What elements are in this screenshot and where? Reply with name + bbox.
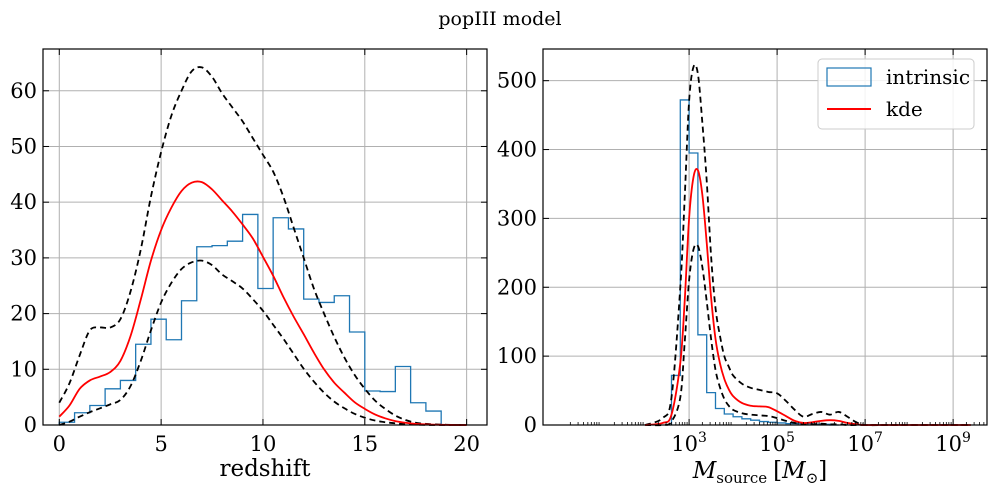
mass-frame	[542, 48, 988, 426]
redshift-ytick-label: 0	[24, 413, 37, 437]
redshift-ytick-label: 60	[10, 79, 37, 103]
redshift-ytick-label: 10	[10, 357, 37, 381]
mass-ytick-label: 300	[497, 206, 537, 230]
mass-bound-curve-1	[644, 63, 971, 427]
redshift-bound-curve-1	[58, 66, 467, 426]
mass-xtick-label: 105	[759, 430, 795, 456]
legend: intrinsic kde	[817, 58, 975, 130]
redshift-xtick-label: 10	[250, 432, 277, 456]
legend-frame	[817, 58, 975, 130]
redshift-ytick-label: 20	[10, 302, 37, 326]
mass-axes: 103 105 107 109 0 100 200 300 400 500	[497, 48, 988, 456]
figure-title: popIII model	[438, 8, 561, 30]
redshift-ytick-label: 30	[10, 246, 37, 270]
redshift-xtick-label: 15	[351, 432, 378, 456]
mass-ytick-label: 0	[524, 413, 537, 437]
mass-kde-curve	[644, 168, 971, 426]
legend-label-intrinsic: intrinsic	[886, 65, 970, 89]
mass-xlabel: Msource [M⊙]	[692, 458, 828, 487]
redshift-ytick-label: 40	[10, 190, 37, 214]
redshift-histogram-intrinsic	[58, 213, 457, 426]
redshift-xlabel: redshift	[219, 456, 311, 482]
mass-xtick-label: 103	[671, 430, 707, 456]
mass-histogram-intrinsic	[670, 99, 839, 426]
redshift-xtick-label: 20	[453, 432, 480, 456]
legend-swatch-intrinsic	[826, 67, 872, 87]
mass-ytick-label: 200	[497, 275, 537, 299]
redshift-xtick-label: 0	[53, 432, 66, 456]
redshift-xtick-label: 5	[154, 432, 167, 456]
redshift-ytick-label: 50	[10, 134, 37, 158]
mass-xtick-label: 107	[847, 430, 883, 456]
redshift-frame	[42, 48, 488, 426]
redshift-bound-curve-2	[59, 259, 467, 426]
mass-xtick-label: 109	[935, 430, 971, 456]
redshift-axes: 0 5 10 15 20 0 10 20 30 40 50 60	[10, 48, 488, 456]
mass-ytick-label: 100	[497, 344, 537, 368]
legend-label-kde: kde	[886, 97, 923, 121]
mass-ytick-label: 500	[497, 69, 537, 93]
mass-bound-curve-2	[645, 243, 971, 427]
redshift-kde-curve	[58, 180, 467, 426]
mass-ytick-label: 400	[497, 138, 537, 162]
